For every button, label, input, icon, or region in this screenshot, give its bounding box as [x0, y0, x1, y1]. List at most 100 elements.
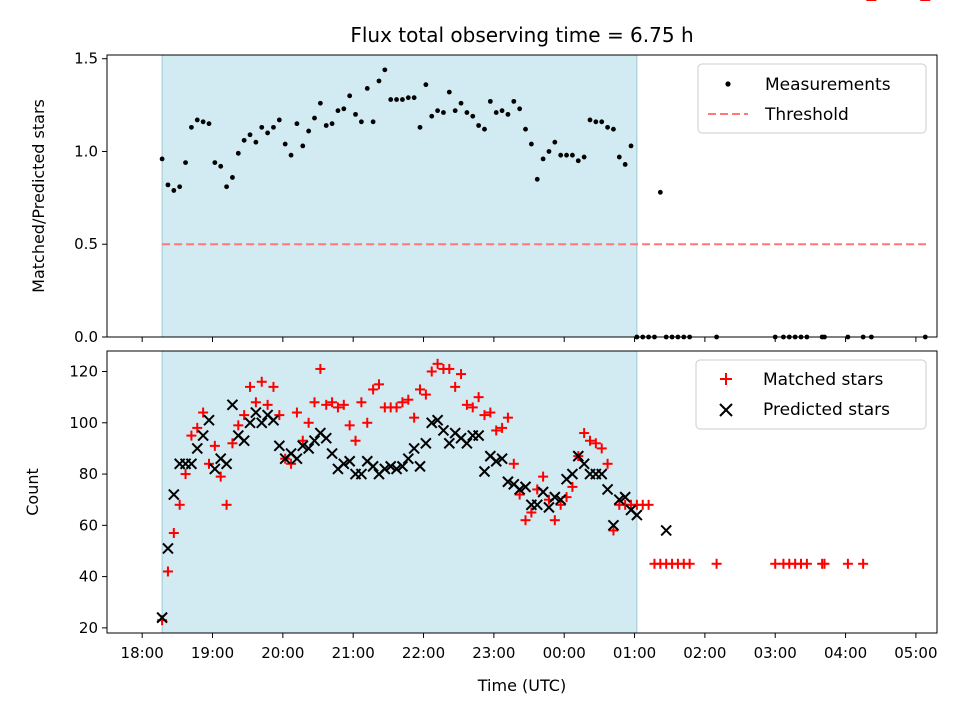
measurement-point	[247, 132, 253, 138]
matched-star-point	[327, 397, 338, 408]
measurement-point	[441, 110, 446, 115]
matched-star-point	[297, 435, 308, 446]
matched-star-point	[303, 417, 314, 428]
measurement-point	[581, 154, 587, 160]
matched-star-point	[203, 458, 214, 469]
matched-star-point	[368, 384, 379, 395]
x-axis-label: Time (UTC)	[477, 676, 566, 695]
predicted-star-point	[513, 483, 526, 496]
bottom-observing-window	[161, 350, 638, 634]
measurement-point	[230, 175, 235, 180]
predicted-star-point	[326, 447, 338, 460]
matched-star-point	[819, 558, 830, 569]
predicted-star-point	[461, 437, 473, 449]
matched-star-point	[180, 469, 191, 480]
predicted-star-point	[197, 429, 209, 442]
measurement-point	[165, 182, 171, 188]
measurement-point	[271, 124, 276, 130]
measurement-point	[388, 97, 394, 102]
predicted-star-point	[472, 429, 485, 442]
measurement-point	[341, 106, 347, 112]
x-tick-label: 00:00	[543, 644, 586, 662]
measurement-point	[622, 162, 628, 167]
matched-star-point	[309, 397, 320, 408]
matched-star-point	[250, 397, 261, 408]
predicted-star-point	[156, 611, 168, 624]
bottom-legend-box	[695, 359, 927, 430]
matched-star-point	[415, 384, 426, 395]
matched-star-point	[444, 363, 455, 374]
matched-star-point	[450, 381, 461, 392]
predicted-star-point	[355, 468, 368, 480]
predicted-star-point	[256, 417, 268, 429]
measurement-point	[540, 156, 546, 162]
predicted-star-point	[572, 450, 584, 462]
measurement-point	[206, 121, 212, 127]
matched-star-point	[315, 363, 326, 374]
matched-star-point	[432, 358, 443, 369]
measurement-point	[587, 117, 593, 123]
matched-star-point	[409, 412, 420, 423]
matched-star-point	[373, 379, 384, 390]
matched-star-point	[338, 399, 349, 410]
predicted-star-point	[519, 481, 532, 493]
matched-star-point	[491, 425, 502, 436]
matched-star-point	[479, 410, 490, 421]
measurement-point	[171, 188, 177, 193]
matched-star-point	[321, 399, 332, 410]
predicted-star-point	[203, 414, 215, 426]
measurement-point	[194, 117, 200, 123]
x-tick-label: 19:00	[191, 644, 234, 662]
measurement-point	[183, 160, 188, 166]
matched-star-point	[549, 515, 560, 526]
matched-star-point	[262, 399, 273, 410]
measurement-point	[317, 100, 323, 106]
measurement-point	[628, 143, 634, 149]
x-tick-label: 03:00	[754, 644, 797, 662]
predicted-star-point	[408, 442, 420, 455]
measurement-point	[382, 67, 388, 73]
measurement-point	[405, 95, 411, 101]
measurement-point	[523, 126, 528, 132]
measurement-point	[528, 141, 534, 147]
top-y-tick-label: 0.5	[74, 235, 98, 253]
measurement-point	[294, 121, 300, 127]
predicted-star-point	[414, 460, 426, 473]
matched-star-point	[567, 481, 578, 492]
measurement-point	[458, 100, 464, 106]
x-tick-label: 23:00	[472, 644, 515, 662]
measurement-point	[616, 154, 622, 160]
measurement-point	[235, 150, 241, 156]
matched-star-point	[473, 392, 484, 403]
matched-star-point	[256, 376, 267, 387]
matched-star-point	[485, 407, 496, 418]
measurement-point	[306, 128, 312, 134]
predicted-star-point	[631, 509, 643, 521]
legend-predicted-label: Predicted stars	[763, 400, 890, 420]
matched-star-point	[198, 407, 209, 418]
x-tick-label: 01:00	[613, 644, 656, 662]
matched-star-point	[233, 420, 244, 431]
top-legend: Measurements Threshold	[697, 63, 927, 134]
measurement-point	[499, 108, 505, 114]
matched-star-point	[227, 438, 238, 449]
predicted-star-point	[191, 442, 203, 455]
measurement-point	[558, 152, 564, 158]
matched-star-point	[456, 369, 467, 380]
predicted-star-point	[531, 499, 543, 511]
measurement-point	[276, 117, 282, 123]
measurement-point	[370, 119, 376, 125]
measurement-point	[224, 184, 229, 190]
predicted-star-point	[185, 458, 198, 470]
measurement-point	[446, 89, 452, 95]
predicted-star-point	[220, 458, 233, 470]
predicted-star-point	[660, 524, 672, 537]
matched-star-point	[526, 507, 537, 518]
matched-star-point	[584, 435, 595, 446]
measurement-point	[364, 85, 370, 91]
measurement-point	[358, 119, 364, 125]
matched-star-point	[555, 499, 566, 510]
measurement-point	[423, 82, 429, 88]
measurement-point	[200, 119, 206, 125]
